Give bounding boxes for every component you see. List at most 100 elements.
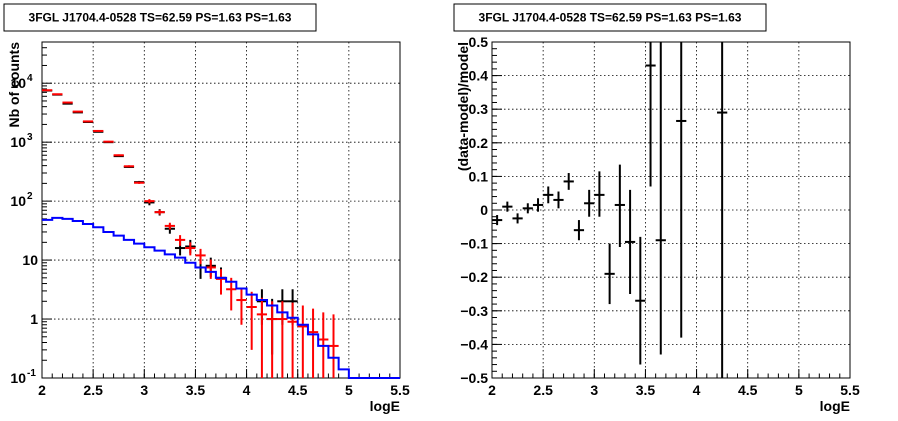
x-tick-label: 3.5 (636, 382, 656, 398)
residual-point (645, 42, 656, 187)
y-tick-label: 1 (30, 311, 38, 327)
residual-point (492, 215, 503, 226)
x-tick-label: 4 (693, 382, 701, 398)
model-point (256, 297, 268, 378)
y-tick-label: −0.5 (460, 370, 488, 386)
y-tick-label: −0.1 (460, 236, 488, 252)
model-point (93, 129, 104, 132)
y-tick-label: 0.4 (469, 68, 489, 84)
marks-right (492, 42, 728, 378)
residual-point (604, 243, 615, 305)
ticks-right: 2 2.5 3 3.5 4 4.5 5 5.5 −0.5 −0.4 −0.3 −0.2 −0.1 0 0.1… (460, 34, 860, 398)
y-tick-label: 10 (22, 252, 38, 268)
grid-left (42, 42, 400, 378)
model-point (113, 154, 124, 157)
marks-left (42, 89, 400, 379)
y-tick-label: 10 (10, 193, 26, 209)
residual-point (635, 236, 646, 365)
residual-point (512, 213, 523, 224)
title-box-right (453, 3, 767, 32)
model-point (52, 93, 63, 96)
model-point (103, 140, 114, 143)
y-tick-label: 0.2 (469, 135, 489, 151)
y-tick-exponent: 2 (27, 191, 33, 202)
title-box-left (3, 3, 317, 32)
residual-point (532, 198, 544, 212)
model-point (72, 110, 83, 113)
x-tick-label: 3 (140, 382, 148, 398)
x-tick-label: 3.5 (186, 382, 206, 398)
chart-title-right: 3FGL J1704.4-0528 TS=62.59 PS=1.63 PS=1.… (479, 11, 742, 25)
y-axis-label-left: Nb of counts (6, 42, 22, 128)
x-tick-label: 2.5 (533, 382, 553, 398)
chart-title-left: 3FGL J1704.4-0528 TS=62.59 PS=1.63 PS=1.… (29, 11, 292, 25)
residual-point (543, 186, 554, 204)
x-tick-label: 2.5 (83, 382, 103, 398)
y-tick-label: 10 (10, 370, 26, 386)
residual-point (676, 42, 687, 338)
y-tick-exponent: 4 (27, 73, 33, 84)
residual-point (563, 173, 574, 190)
y-tick-label: 0.3 (469, 101, 489, 117)
background-step-line (42, 216, 400, 379)
model-point (185, 242, 196, 256)
x-tick-label: 4.5 (288, 382, 308, 398)
y-tick-label: 0 (480, 202, 488, 218)
grid-right (492, 42, 850, 378)
model-point (174, 235, 186, 246)
model-point (277, 301, 288, 378)
y-tick-label: −0.3 (460, 303, 488, 319)
model-point (42, 89, 53, 92)
residual-point (655, 42, 666, 355)
model-point (164, 222, 175, 230)
x-tick-label: 5.5 (390, 382, 410, 398)
x-tick-label: 2 (38, 382, 46, 398)
residual-point (717, 42, 728, 378)
residual-point (553, 191, 564, 209)
residual-point (573, 220, 585, 241)
residual-panel: 3FGL J1704.4-0528 TS=62.59 PS=1.63 PS=1.… (453, 3, 860, 414)
x-axis-label-left: logE (370, 398, 400, 414)
model-point (246, 291, 257, 350)
y-tick-label: 10 (10, 134, 26, 150)
model-point (226, 277, 237, 311)
y-tick-label: −0.4 (460, 336, 488, 352)
residual-point (624, 189, 636, 294)
model-point (62, 101, 73, 104)
residual-point (584, 189, 595, 217)
y-tick-exponent: -1 (27, 368, 36, 379)
y-axis-label-right: (data-model)/model (455, 42, 471, 171)
model-point (287, 302, 298, 378)
x-tick-label: 2 (488, 382, 496, 398)
y-tick-label: 10 (10, 75, 26, 91)
x-axis-label-right: logE (820, 398, 850, 414)
residual-point (522, 203, 533, 214)
x-tick-label: 5 (345, 382, 353, 398)
model-point (144, 199, 155, 204)
model-point (307, 308, 319, 378)
x-tick-label: 3 (590, 382, 598, 398)
model-point (205, 259, 216, 279)
model-point (215, 269, 227, 295)
model-point (154, 209, 165, 215)
plot-frame-left (41, 41, 401, 379)
x-tick-label: 5 (795, 382, 803, 398)
model-point (123, 165, 135, 168)
y-tick-exponent: 3 (27, 132, 33, 143)
residual-point (614, 164, 625, 247)
residual-point (594, 171, 605, 217)
counts-panel: 3FGL J1704.4-0528 TS=62.59 PS=1.63 PS=1.… (3, 3, 410, 414)
model-point (195, 248, 206, 265)
model-point (134, 181, 145, 184)
y-tick-label: 0.1 (469, 168, 489, 184)
model-point (82, 120, 94, 123)
y-tick-label: 0.5 (469, 34, 489, 50)
x-tick-label: 4.5 (738, 382, 758, 398)
model-point (328, 314, 339, 378)
residual-point (502, 201, 513, 212)
model-point (267, 301, 278, 378)
model-point (236, 287, 247, 325)
model-point (297, 305, 308, 378)
x-tick-label: 5.5 (840, 382, 860, 398)
